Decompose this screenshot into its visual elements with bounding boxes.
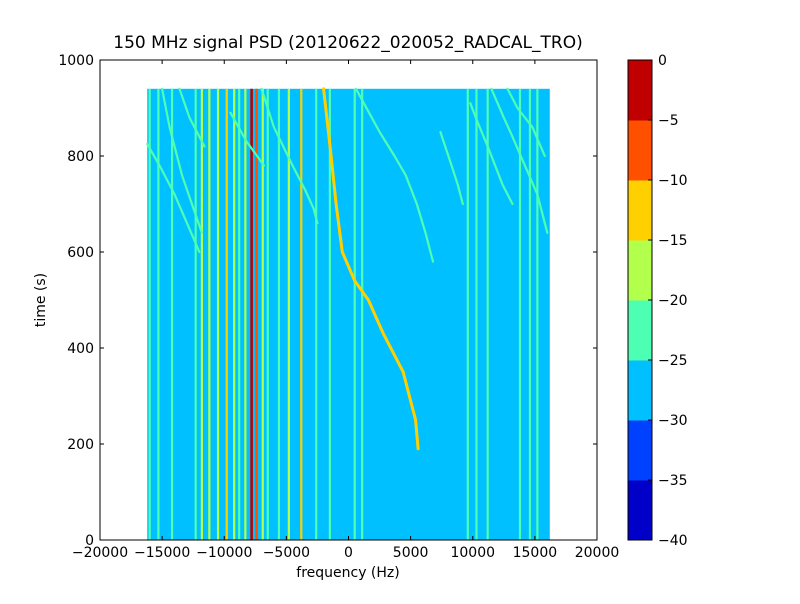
- x-tick-label: −15000: [134, 545, 190, 561]
- colorbar-swatch: [628, 60, 652, 121]
- signal-line: [233, 88, 236, 540]
- colorbar-swatch: [628, 120, 652, 181]
- colorbar-tick-label: −30: [658, 413, 688, 429]
- signal-line: [353, 88, 356, 540]
- drift-track: [506, 87, 546, 158]
- colorbar-swatch: [628, 420, 652, 481]
- signal-line: [315, 88, 318, 540]
- y-tick-label: 1000: [58, 53, 94, 69]
- signal-line: [170, 88, 174, 540]
- drift-track: [161, 87, 203, 234]
- colorbar-swatch: [628, 300, 652, 361]
- colorbar-tick-label: −5: [658, 113, 679, 129]
- signal-line: [475, 88, 478, 540]
- drift-track: [439, 130, 464, 206]
- signal-line: [277, 88, 281, 540]
- signal-line: [200, 88, 203, 540]
- drift-track: [146, 142, 201, 254]
- signal-line: [255, 88, 258, 540]
- colorbar: −40 −35 −30 −25 −20 −15 −10 −5 0: [627, 53, 688, 549]
- colorbar-tick-label: −25: [658, 353, 688, 369]
- x-tick-label: 10000: [450, 545, 495, 561]
- signal-line: [216, 88, 220, 540]
- signal-line: [361, 88, 364, 540]
- signal-line: [148, 88, 151, 540]
- colorbar-tick-label: −20: [658, 293, 688, 309]
- x-axis: −20000 −15000 −10000 −5000 0 5000 10000 15000 20…: [72, 60, 619, 561]
- colorbar-tick-label: −10: [658, 173, 688, 189]
- signal-line: [244, 88, 247, 540]
- signal-line: [238, 88, 241, 540]
- signal-line: [157, 88, 160, 540]
- y-tick-label: 400: [67, 341, 94, 357]
- colorbar-tick-label: −40: [658, 533, 688, 549]
- y-axis-label: time (s): [33, 273, 49, 327]
- signal-line: [528, 88, 532, 540]
- x-tick-label: 15000: [513, 545, 558, 561]
- signal-line: [266, 88, 269, 540]
- drift-track: [490, 87, 549, 234]
- chart-title-group: 150 MHz signal PSD (20120622_020052_RADC…: [113, 33, 582, 53]
- drift-track: [178, 87, 206, 148]
- y-tick-label: 0: [85, 533, 94, 549]
- y-tick-label: 600: [67, 245, 94, 261]
- signal-line: [208, 88, 211, 540]
- drift-track: [354, 87, 435, 263]
- signal-line: [466, 88, 469, 540]
- spectrogram-background: [147, 88, 550, 540]
- colorbar-tick-label: −15: [658, 233, 688, 249]
- drift-track: [260, 87, 319, 225]
- signal-line: [287, 88, 290, 540]
- x-tick-label: −5000: [263, 545, 310, 561]
- x-tick-label: −10000: [196, 545, 252, 561]
- plot-area: [99, 59, 598, 541]
- signal-line: [300, 88, 303, 540]
- x-tick-label: −20000: [72, 545, 128, 561]
- signal-line: [328, 88, 331, 540]
- x-tick-label: 5000: [393, 545, 429, 561]
- signal-line: [250, 88, 253, 540]
- colorbar-swatch: [628, 240, 652, 301]
- colorbar-tick-label: 0: [658, 53, 667, 69]
- y-axis: 0 200 400 600 800 1000: [58, 53, 597, 549]
- signal-line: [194, 88, 197, 540]
- x-tick-label: 0: [344, 545, 353, 561]
- y-tick-label: 200: [67, 437, 94, 453]
- drift-track: [229, 111, 266, 167]
- signal-line: [536, 88, 539, 540]
- chart-title: 150 MHz signal PSD (20120622_020052_RADC…: [113, 33, 582, 53]
- y-tick-label: 800: [67, 149, 94, 165]
- signal-line: [225, 88, 228, 540]
- drift-track: [469, 102, 514, 206]
- colorbar-swatch: [628, 360, 652, 421]
- colorbar-tick-label: −35: [658, 473, 688, 489]
- colorbar-swatch: [628, 480, 652, 541]
- signal-line: [261, 88, 264, 540]
- x-axis-label: frequency (Hz): [296, 565, 399, 581]
- colorbar-swatch: [628, 180, 652, 241]
- signal-line: [518, 88, 522, 540]
- drift-track: [322, 87, 420, 451]
- x-tick-label: 20000: [575, 545, 620, 561]
- signal-line: [486, 88, 489, 540]
